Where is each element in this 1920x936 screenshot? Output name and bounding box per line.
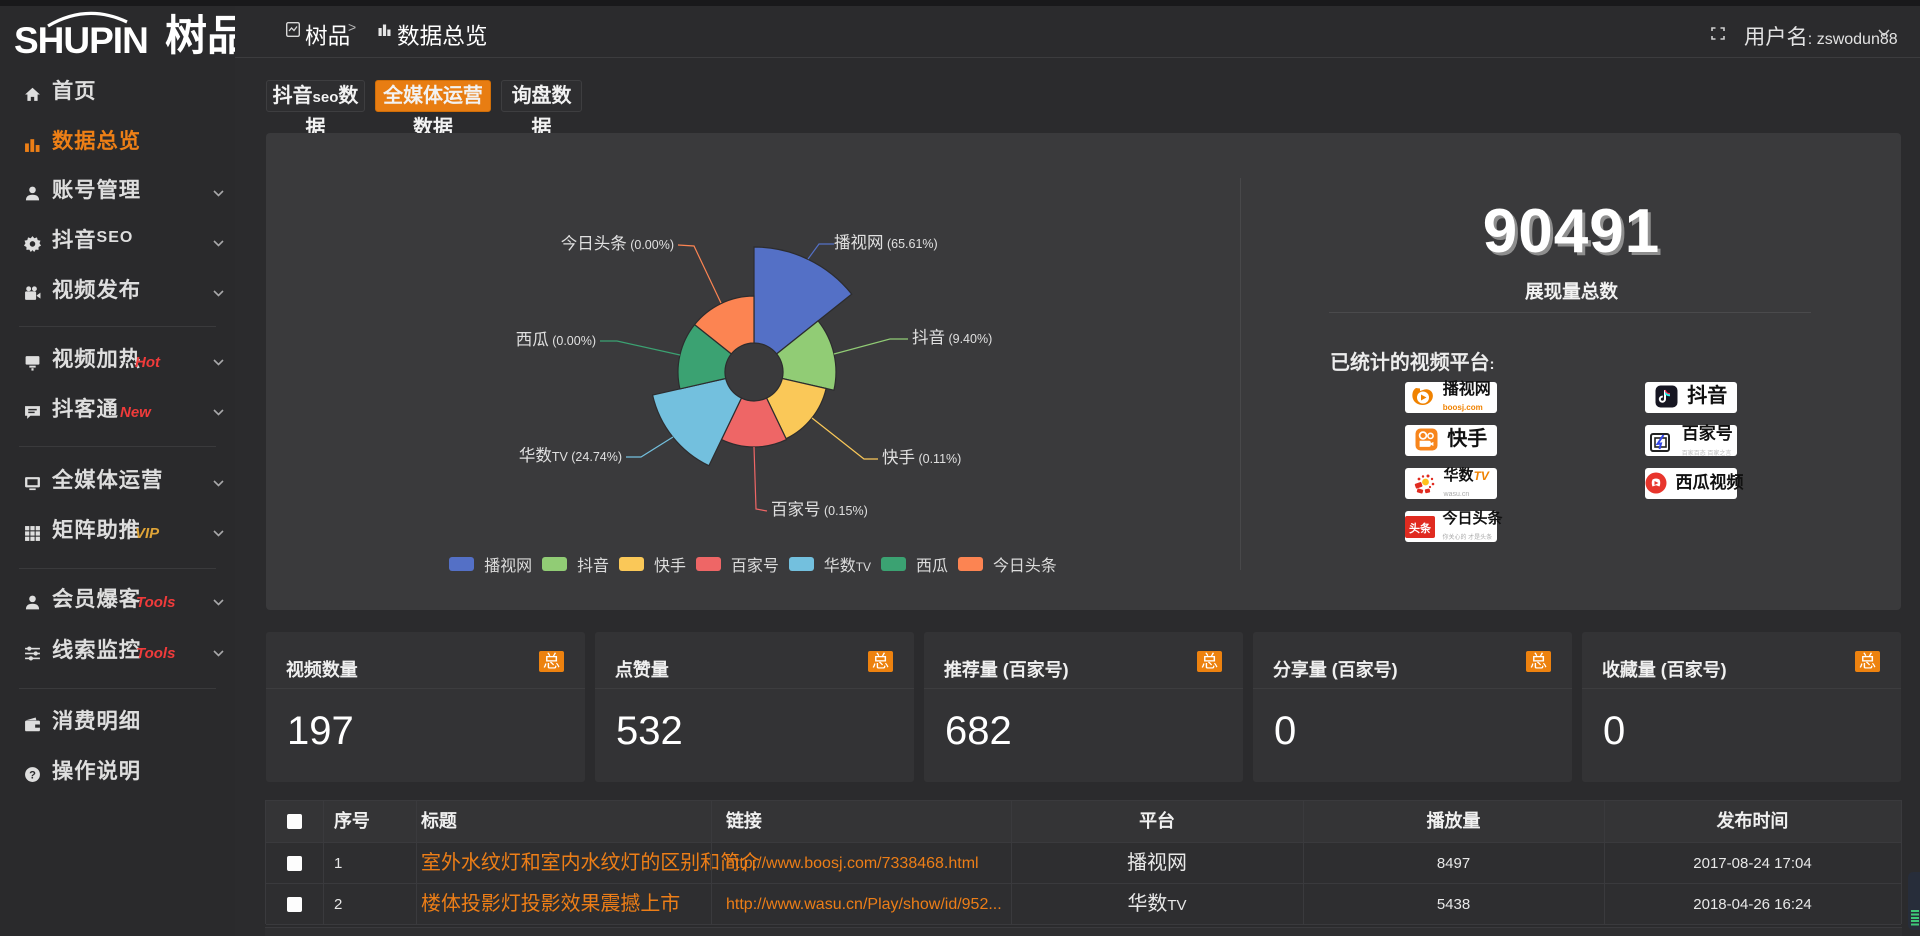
svg-text:百家号 (0.15%): 百家号 (0.15%) bbox=[771, 500, 868, 519]
svg-text:抖音 (9.40%): 抖音 (9.40%) bbox=[912, 328, 992, 347]
svg-text:快手 (0.11%): 快手 (0.11%) bbox=[882, 448, 961, 467]
svg-text:华数TV (24.74%): 华数TV (24.74%) bbox=[519, 446, 622, 465]
svg-text:?: ? bbox=[29, 769, 36, 781]
svg-text:SHUPIN: SHUPIN bbox=[14, 20, 148, 61]
svg-text:西瓜 (0.00%): 西瓜 (0.00%) bbox=[516, 331, 596, 349]
svg-text:播视网 (65.61%): 播视网 (65.61%) bbox=[834, 233, 938, 252]
svg-text:树品: 树品 bbox=[165, 12, 235, 59]
svg-text:今日头条 (0.00%): 今日头条 (0.00%) bbox=[561, 234, 674, 253]
svg-text:头条: 头条 bbox=[1409, 521, 1432, 535]
